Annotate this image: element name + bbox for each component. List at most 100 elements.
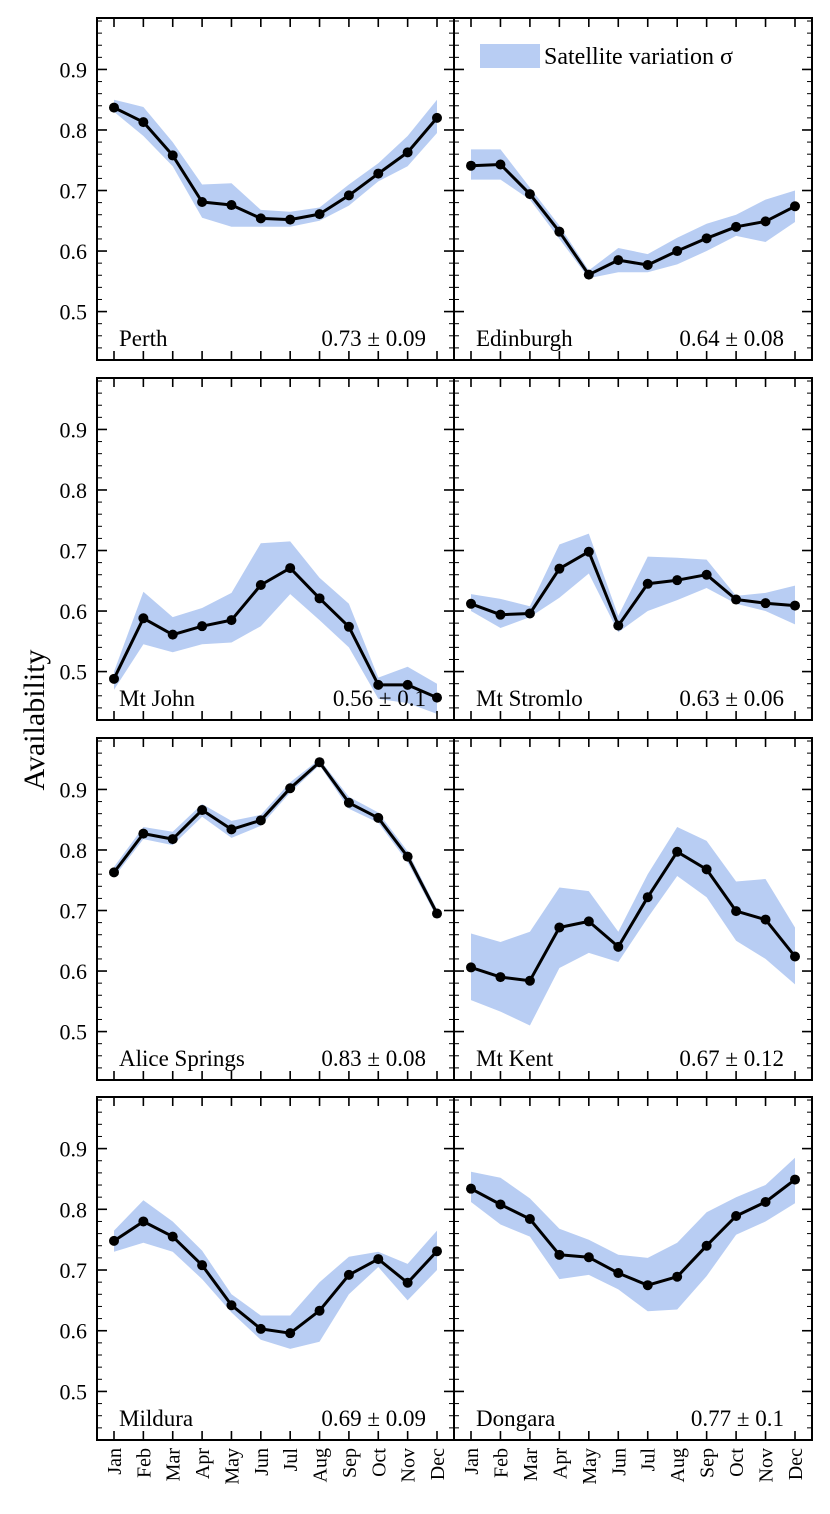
data-point bbox=[167, 834, 178, 845]
data-point bbox=[466, 1183, 476, 1194]
data-point bbox=[109, 1235, 119, 1246]
data-point bbox=[197, 805, 208, 816]
y-tick-label: 0.9 bbox=[60, 57, 88, 82]
data-point bbox=[314, 209, 325, 220]
data-point bbox=[197, 1260, 208, 1271]
data-point bbox=[524, 189, 535, 200]
x-tick-label-may: May bbox=[579, 1448, 601, 1485]
data-point bbox=[760, 914, 771, 925]
y-tick-label: 0.6 bbox=[60, 239, 88, 264]
variation-band bbox=[114, 99, 437, 227]
data-point bbox=[731, 221, 742, 232]
x-tick-label-sep: Sep bbox=[697, 1448, 719, 1478]
legend: Satellite variation σ bbox=[480, 44, 733, 70]
y-tick-label: 0.8 bbox=[60, 478, 88, 503]
y-tick-label: 0.5 bbox=[60, 660, 88, 685]
y-tick-label: 0.6 bbox=[60, 959, 88, 984]
data-point bbox=[554, 1249, 565, 1260]
data-point bbox=[138, 1216, 149, 1227]
x-tick-label-mar: Mar bbox=[520, 1448, 542, 1482]
y-tick-label: 0.9 bbox=[60, 777, 88, 802]
data-point bbox=[642, 892, 653, 903]
data-point bbox=[790, 951, 800, 962]
data-point bbox=[613, 620, 624, 631]
data-point bbox=[701, 1240, 712, 1251]
data-point bbox=[642, 1280, 653, 1291]
data-point bbox=[226, 824, 237, 835]
data-point bbox=[402, 679, 413, 690]
site-name: Perth bbox=[119, 326, 168, 351]
variation-band bbox=[471, 149, 795, 279]
variation-band bbox=[471, 827, 795, 1026]
data-point bbox=[790, 600, 800, 611]
site-availability-stat: 0.69 ± 0.09 bbox=[321, 1406, 426, 1431]
panel-frame bbox=[453, 377, 813, 721]
x-tick-label-apr: Apr bbox=[549, 1448, 571, 1479]
x-tick-label-nov: Nov bbox=[398, 1448, 420, 1482]
data-point bbox=[760, 216, 771, 227]
site-availability-stat: 0.67 ± 0.12 bbox=[679, 1046, 784, 1071]
data-point bbox=[524, 1214, 535, 1225]
y-tick-label: 0.7 bbox=[60, 899, 88, 924]
data-point bbox=[255, 1323, 266, 1334]
site-availability-stat: 0.77 ± 0.1 bbox=[691, 1406, 784, 1431]
y-tick-label: 0.7 bbox=[60, 539, 88, 564]
x-tick-label-oct: Oct bbox=[726, 1448, 748, 1477]
data-point bbox=[167, 150, 178, 161]
data-point bbox=[642, 578, 653, 589]
data-point bbox=[701, 233, 712, 244]
y-tick-label: 0.8 bbox=[60, 1197, 88, 1222]
data-point bbox=[373, 812, 384, 823]
panel-mt-john: 0.5 0.6 0.7 0.8 0.9 Mt John 0.56 ± 0.1 bbox=[60, 377, 455, 721]
panel-perth: 0.5 0.6 0.7 0.8 0.9 Perth 0.73 ± 0.09 bbox=[60, 17, 455, 361]
data-point bbox=[226, 1300, 237, 1311]
data-point bbox=[672, 246, 683, 257]
data-point bbox=[701, 569, 712, 580]
data-point bbox=[790, 201, 800, 212]
x-tick-label-feb: Feb bbox=[490, 1448, 512, 1478]
site-name: Edinburgh bbox=[476, 326, 573, 351]
x-tick-label-oct: Oct bbox=[368, 1448, 390, 1477]
data-point bbox=[226, 615, 237, 626]
site-name: Alice Springs bbox=[119, 1046, 245, 1071]
data-point bbox=[583, 1252, 594, 1263]
data-point bbox=[760, 1197, 771, 1208]
site-name: Mt Kent bbox=[476, 1046, 554, 1071]
data-point bbox=[255, 213, 266, 224]
x-tick-label-jul: Jul bbox=[280, 1448, 302, 1472]
data-point bbox=[672, 575, 683, 586]
data-point bbox=[314, 1305, 325, 1316]
data-point bbox=[495, 972, 506, 983]
site-name: Dongara bbox=[476, 1406, 555, 1431]
data-point bbox=[109, 673, 119, 684]
variation-band bbox=[471, 1157, 795, 1312]
data-point bbox=[138, 117, 149, 128]
data-point bbox=[466, 962, 476, 973]
data-point bbox=[109, 102, 119, 113]
panel-edinburgh: Edinburgh 0.64 ± 0.08 bbox=[453, 17, 813, 361]
site-availability-stat: 0.73 ± 0.09 bbox=[321, 326, 426, 351]
data-point bbox=[554, 226, 565, 237]
x-tick-label-jun: Jun bbox=[251, 1448, 273, 1476]
panel-grid: 0.5 0.6 0.7 0.8 0.9 Perth 0.73 ± 0.09 Edinburgh… bbox=[60, 17, 813, 1485]
site-availability-stat: 0.64 ± 0.08 bbox=[679, 326, 784, 351]
panel-alice-springs: 0.5 0.6 0.7 0.8 0.9 Alice Springs 0.83 ± 0.08 bbox=[60, 737, 455, 1081]
data-point bbox=[466, 160, 476, 171]
y-tick-label: 0.5 bbox=[60, 1379, 88, 1404]
data-point bbox=[138, 828, 149, 839]
site-name: Mildura bbox=[119, 1406, 193, 1431]
data-point bbox=[285, 214, 296, 225]
panel-frame bbox=[453, 737, 813, 1081]
data-point bbox=[642, 259, 653, 270]
site-name: Mt John bbox=[119, 686, 196, 711]
data-point bbox=[402, 1277, 413, 1288]
data-point bbox=[373, 168, 384, 179]
data-point bbox=[197, 197, 208, 208]
data-point bbox=[285, 1328, 296, 1339]
site-name: Mt Stromlo bbox=[476, 686, 583, 711]
series-line bbox=[470, 1178, 796, 1287]
data-point bbox=[373, 1254, 384, 1265]
y-tick-label: 0.9 bbox=[60, 1137, 88, 1162]
data-point bbox=[343, 1269, 354, 1280]
